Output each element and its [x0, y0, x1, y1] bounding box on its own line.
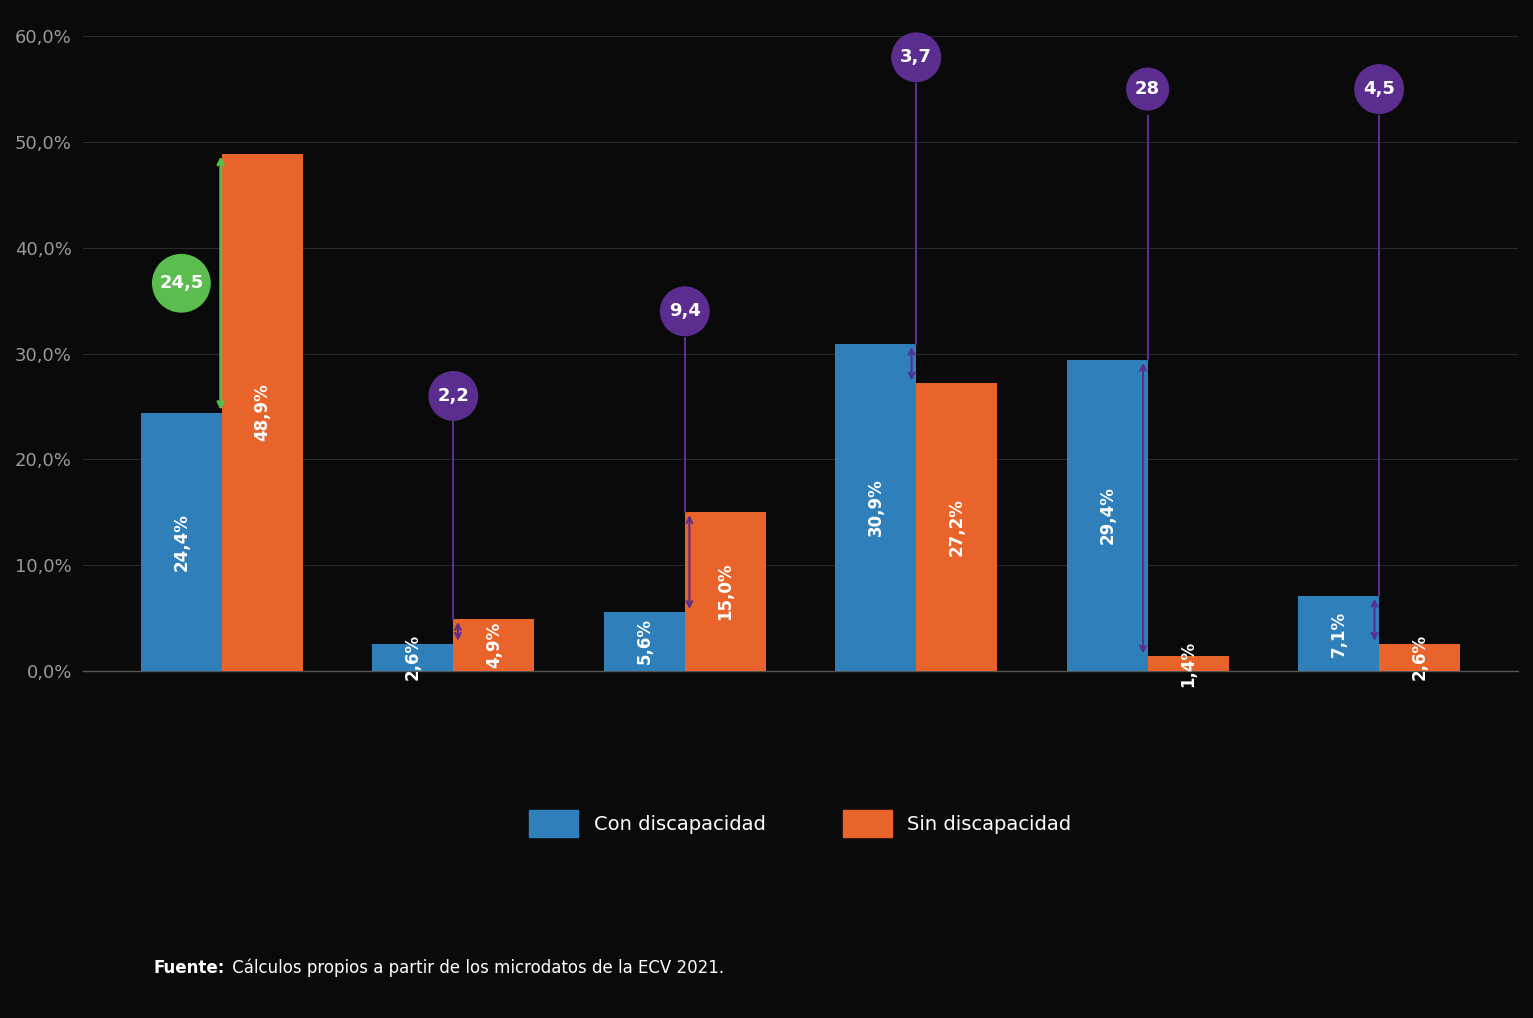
- Text: 48,9%: 48,9%: [253, 384, 271, 441]
- Text: 2,6%: 2,6%: [403, 634, 422, 680]
- Text: 1,4%: 1,4%: [1179, 640, 1197, 687]
- Bar: [222, 154, 304, 671]
- Text: 27,2%: 27,2%: [947, 498, 966, 556]
- Text: 30,9%: 30,9%: [866, 478, 885, 536]
- Text: 4,5: 4,5: [1363, 80, 1395, 98]
- Bar: [1067, 360, 1148, 671]
- Bar: [604, 612, 685, 671]
- Bar: [917, 383, 998, 671]
- Text: Fuente:: Fuente:: [153, 959, 225, 977]
- Text: 24,5: 24,5: [159, 274, 204, 292]
- Bar: [373, 643, 454, 671]
- Text: 2,6%: 2,6%: [1410, 634, 1429, 680]
- Text: 7,1%: 7,1%: [1329, 611, 1348, 657]
- Text: 4,9%: 4,9%: [484, 622, 503, 668]
- Bar: [454, 619, 535, 671]
- Text: Cálculos propios a partir de los microdatos de la ECV 2021.: Cálculos propios a partir de los microda…: [227, 959, 724, 977]
- Text: 24,4%: 24,4%: [172, 513, 190, 571]
- Text: 28: 28: [1134, 80, 1160, 98]
- Text: 5,6%: 5,6%: [635, 619, 653, 665]
- Text: 15,0%: 15,0%: [716, 563, 734, 620]
- Bar: [1148, 657, 1228, 671]
- Bar: [835, 344, 917, 671]
- Text: 9,4: 9,4: [668, 302, 701, 321]
- Text: 29,4%: 29,4%: [1098, 487, 1116, 545]
- Bar: [1298, 596, 1380, 671]
- Text: 3,7: 3,7: [900, 48, 932, 66]
- Bar: [685, 512, 766, 671]
- Bar: [141, 413, 222, 671]
- Text: 2,2: 2,2: [437, 387, 469, 405]
- Bar: [1380, 643, 1459, 671]
- Legend: Con discapacidad, Sin discapacidad: Con discapacidad, Sin discapacidad: [521, 802, 1079, 845]
